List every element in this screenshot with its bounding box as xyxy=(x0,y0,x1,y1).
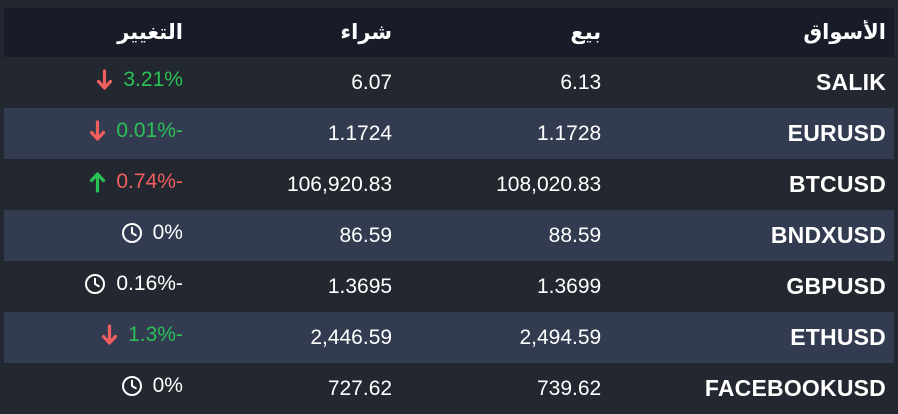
table-header-row: الأسواق بيع شراء التغيير xyxy=(4,8,894,57)
sell-price: 1.1728 xyxy=(536,121,602,145)
sell-price: 108,020.83 xyxy=(496,172,602,196)
market-symbol: EURUSD xyxy=(787,120,886,146)
table-body: SALIK 6.13 6.07 3.21% EURUSD 1.1728 1.17… xyxy=(4,57,894,414)
table-row[interactable]: SALIK 6.13 6.07 3.21% xyxy=(4,57,894,108)
buy-price: 2,446.59 xyxy=(310,325,393,349)
sell-price: 2,494.59 xyxy=(519,325,602,349)
change-cell: 1.3%- xyxy=(4,323,191,352)
change-value: 0.74%- xyxy=(116,170,183,193)
arrow-down-icon xyxy=(95,68,114,92)
market-symbol: BTCUSD xyxy=(788,171,886,197)
change-cell: 0% xyxy=(4,221,191,250)
sell-price: 88.59 xyxy=(548,223,602,247)
market-symbol: GBPUSD xyxy=(786,273,886,299)
arrow-down-icon xyxy=(100,323,119,347)
change-value: 0.16%- xyxy=(116,272,183,295)
buy-price: 106,920.83 xyxy=(286,172,393,196)
change-value: 3.21% xyxy=(123,68,183,91)
sell-price: 1.3699 xyxy=(536,274,602,298)
arrow-up-icon xyxy=(88,170,107,194)
arrow-down-icon xyxy=(88,119,107,143)
table-row[interactable]: BTCUSD 108,020.83 106,920.83 0.74%- xyxy=(4,159,894,210)
buy-price: 6.07 xyxy=(351,70,393,94)
table-row[interactable]: BNDXUSD 88.59 86.59 0% xyxy=(4,210,894,261)
table-row[interactable]: FACEBOOKUSD 739.62 727.62 0% xyxy=(4,363,894,414)
buy-price: 86.59 xyxy=(339,223,393,247)
clock-icon xyxy=(120,374,144,398)
table-row[interactable]: ETHUSD 2,494.59 2,446.59 1.3%- xyxy=(4,312,894,363)
change-value: 0.01%- xyxy=(116,119,183,142)
change-value: 1.3%- xyxy=(128,323,183,346)
market-symbol: ETHUSD xyxy=(790,324,886,350)
sell-price: 6.13 xyxy=(560,70,602,94)
buy-price: 727.62 xyxy=(327,376,393,400)
change-cell: 0.01%- xyxy=(4,119,191,148)
buy-price: 1.3695 xyxy=(327,274,393,298)
column-header-markets: الأسواق xyxy=(803,21,886,44)
column-header-sell: بيع xyxy=(570,21,602,44)
change-value: 0% xyxy=(152,374,183,397)
table-row[interactable]: EURUSD 1.1728 1.1724 0.01%- xyxy=(4,108,894,159)
change-cell: 0.74%- xyxy=(4,170,191,199)
table-row[interactable]: GBPUSD 1.3699 1.3695 0.16%- xyxy=(4,261,894,312)
column-header-buy: شراء xyxy=(340,21,393,44)
clock-icon xyxy=(120,221,144,245)
change-cell: 0% xyxy=(4,374,191,403)
change-value: 0% xyxy=(152,221,183,244)
change-cell: 3.21% xyxy=(4,68,191,97)
change-cell: 0.16%- xyxy=(4,272,191,301)
sell-price: 739.62 xyxy=(536,376,602,400)
column-header-change: التغيير xyxy=(117,21,183,44)
market-symbol: FACEBOOKUSD xyxy=(704,375,886,401)
market-symbol: SALIK xyxy=(816,69,886,95)
clock-icon xyxy=(83,272,107,296)
market-symbol: BNDXUSD xyxy=(770,222,886,248)
buy-price: 1.1724 xyxy=(327,121,393,145)
